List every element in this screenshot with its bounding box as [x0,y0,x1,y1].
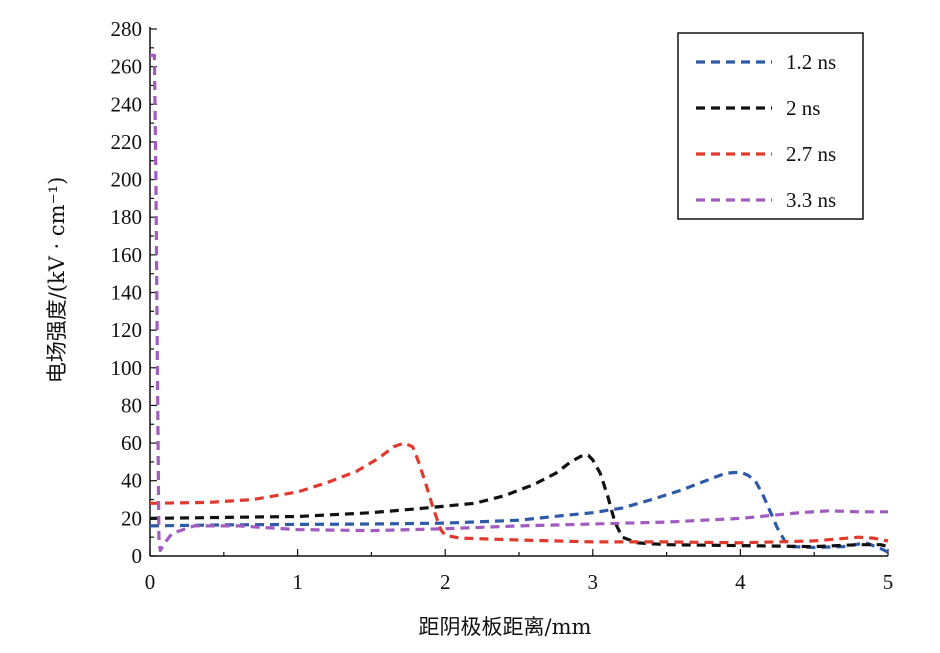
x-tick-label: 3 [588,570,599,594]
y-tick-label: 160 [111,243,143,267]
y-tick-label: 120 [111,318,143,342]
y-tick-label: 200 [111,168,143,192]
series-line-3 [149,441,889,545]
y-tick-label: 100 [111,356,143,380]
y-tick-label: 60 [121,431,142,455]
series-line-1 [149,470,889,554]
y-tick-label: 240 [111,92,143,116]
x-axis-ticks: 0 1 2 3 4 5 [145,549,894,594]
x-tick-label: 1 [292,570,303,594]
series-line-2 [149,453,889,549]
y-tick-label: 40 [121,469,142,493]
y-tick-label: 280 [111,17,143,41]
legend-box [677,32,864,220]
legend-label-3: 2.7 ns [786,142,836,166]
legend-label-4: 3.3 ns [786,188,836,212]
series-line-4 [150,53,888,552]
legend: 1.2 ns 2 ns 2.7 ns 3.3 ns [677,32,864,220]
y-tick-label: 260 [111,55,143,79]
legend-label-2: 2 ns [786,96,820,120]
x-tick-label: 5 [883,570,894,594]
y-tick-label: 0 [132,544,143,568]
y-tick-label: 20 [121,506,142,530]
y-tick-label: 220 [111,130,143,154]
legend-label-1: 1.2 ns [786,50,836,74]
x-tick-label: 0 [145,570,156,594]
y-tick-label: 180 [111,205,143,229]
y-axis-title: 电场强度/(kV · cm⁻¹) [45,177,69,384]
y-tick-label: 140 [111,281,143,305]
x-tick-label: 4 [735,570,746,594]
series-layer [149,53,889,554]
x-tick-label: 2 [440,570,451,594]
y-tick-label: 80 [121,393,142,417]
x-axis-title: 距阴极板距离/mm [419,615,592,639]
